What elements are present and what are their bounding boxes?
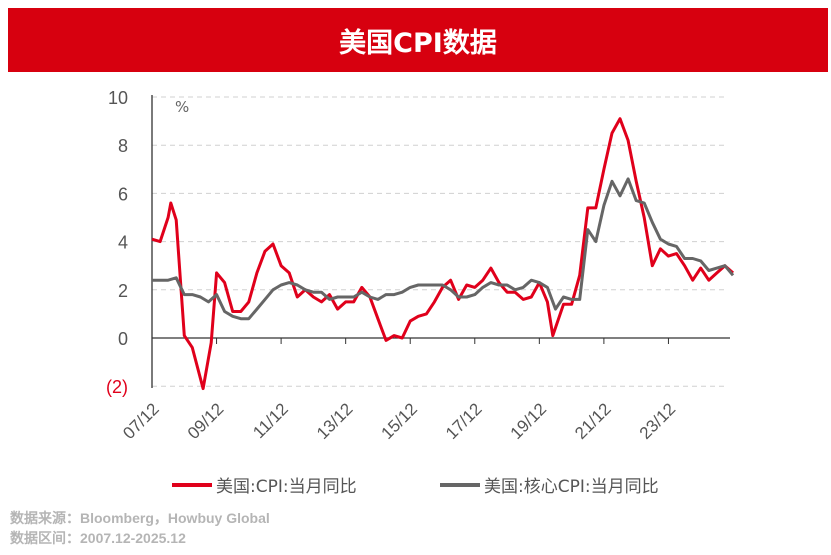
- x-tick-label: 09/12: [184, 399, 228, 443]
- y-tick-label: 4: [118, 233, 128, 253]
- legend-label: 美国:核心CPI:当月同比: [484, 477, 659, 497]
- x-tick-label: 13/12: [313, 399, 357, 443]
- legend-label: 美国:CPI:当月同比: [216, 477, 357, 497]
- y-tick-label: 2: [118, 281, 128, 301]
- y-tick-label: (2): [106, 377, 128, 397]
- x-tick-label: 17/12: [442, 399, 486, 443]
- x-tick-label: 07/12: [119, 399, 163, 443]
- y-tick-label: 10: [108, 88, 128, 108]
- x-tick-label: 11/12: [249, 399, 292, 442]
- y-tick-label: 6: [118, 184, 128, 204]
- page-title: 美国CPI数据: [339, 27, 497, 59]
- series-line-cpi: [151, 117, 734, 391]
- y-axis-unit: %: [175, 98, 189, 116]
- x-tick-label: 15/12: [378, 399, 422, 443]
- series-line-core-cpi: [152, 177, 735, 321]
- data-range: 数据区间：2007.12-2025.12: [10, 530, 186, 546]
- y-tick-label: 8: [118, 136, 128, 156]
- y-tick-label: 0: [118, 329, 128, 349]
- x-tick-label: 19/12: [507, 399, 551, 443]
- data-source: 数据来源：Bloomberg，Howbuy Global: [10, 510, 270, 526]
- title-banner: 美国CPI数据: [8, 8, 828, 72]
- x-tick-label: 21/12: [571, 399, 615, 443]
- x-tick-label: 23/12: [636, 399, 680, 443]
